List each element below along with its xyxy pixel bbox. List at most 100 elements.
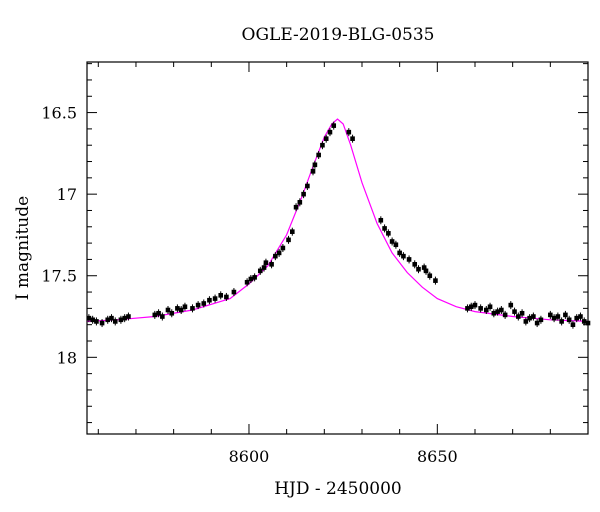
data-point — [559, 319, 564, 324]
data-point — [412, 262, 418, 267]
x-axis-label: HJD - 2450000 — [274, 479, 402, 499]
data-point — [555, 314, 561, 319]
data-point — [201, 301, 207, 306]
data-point — [160, 314, 165, 319]
chart-title: OGLE-2019-BLG-0535 — [242, 25, 435, 45]
data-point — [312, 162, 318, 168]
data-point — [190, 306, 195, 311]
data-point — [346, 129, 352, 135]
data-point — [465, 306, 470, 311]
data-point — [350, 136, 355, 141]
data-point — [323, 136, 329, 141]
data-point — [548, 312, 553, 318]
data-point — [487, 304, 493, 310]
data-point — [276, 250, 282, 256]
data-point — [86, 315, 92, 321]
data-point — [563, 312, 568, 318]
data-point — [109, 315, 114, 321]
data-point — [310, 169, 316, 174]
data-point — [112, 319, 118, 324]
data-point — [523, 319, 529, 324]
data-point — [534, 320, 540, 326]
data-point — [423, 268, 429, 274]
data-point — [263, 260, 269, 265]
plot-area — [86, 62, 591, 434]
data-point — [105, 317, 111, 323]
data-point — [165, 307, 171, 313]
y-tick-label: 16.5 — [41, 104, 77, 123]
data-point — [378, 217, 384, 223]
data-point — [502, 312, 508, 318]
data-point — [389, 239, 395, 244]
data-point — [126, 314, 131, 319]
data-point — [406, 257, 412, 262]
data-point — [538, 317, 544, 323]
data-point — [527, 315, 532, 321]
data-point — [224, 294, 229, 300]
data-point — [578, 314, 583, 319]
data-point — [212, 296, 218, 301]
data-point — [499, 307, 504, 313]
data-point — [427, 273, 433, 279]
data-point — [421, 265, 427, 270]
model-curve — [86, 118, 589, 322]
data-point — [280, 245, 286, 251]
data-point — [178, 307, 184, 313]
data-point — [231, 289, 237, 295]
data-point — [416, 266, 421, 272]
data-point — [491, 310, 497, 316]
data-point — [581, 319, 587, 324]
data-point — [512, 309, 517, 314]
y-tick-label: 17 — [57, 185, 77, 204]
data-point — [570, 322, 576, 327]
y-tick-label: 18 — [57, 348, 77, 367]
data-point — [90, 317, 95, 323]
data-point — [122, 315, 127, 321]
data-point — [483, 307, 489, 313]
data-point — [286, 237, 291, 243]
data-point — [401, 253, 406, 259]
data-point — [551, 315, 557, 321]
data-point — [293, 204, 299, 210]
data-point — [169, 310, 175, 316]
data-point — [301, 191, 306, 197]
data-point — [495, 309, 500, 314]
data-point — [244, 279, 250, 285]
data-point — [397, 250, 402, 256]
data-point — [195, 302, 201, 308]
data-point — [305, 183, 310, 189]
data-point — [261, 265, 267, 270]
data-point — [566, 317, 572, 323]
x-tick-label: 8600 — [229, 447, 270, 466]
data-point — [468, 304, 474, 310]
data-point — [386, 231, 391, 236]
data-point — [94, 319, 99, 324]
data-point — [182, 304, 188, 310]
data-point — [316, 152, 321, 158]
data-point — [531, 314, 536, 319]
data-point — [218, 293, 224, 298]
data-point — [248, 276, 254, 282]
data-point — [478, 306, 483, 311]
plot-frame — [86, 61, 589, 435]
data-point — [257, 268, 263, 274]
data-point — [433, 278, 438, 283]
data-point — [297, 200, 303, 205]
data-point — [156, 310, 161, 316]
data-point — [269, 262, 274, 267]
data-point — [331, 123, 337, 128]
data-point — [472, 302, 478, 308]
data-point — [273, 253, 278, 259]
data-point — [516, 314, 521, 319]
data-point — [393, 242, 399, 248]
data-point — [118, 317, 124, 323]
data-point — [99, 320, 105, 326]
data-point — [252, 275, 257, 280]
data-point — [289, 229, 295, 234]
data-point — [508, 302, 514, 308]
data-point — [207, 297, 212, 303]
data-point — [175, 306, 180, 311]
data-point — [327, 129, 333, 135]
x-tick-label: 8650 — [417, 447, 458, 466]
